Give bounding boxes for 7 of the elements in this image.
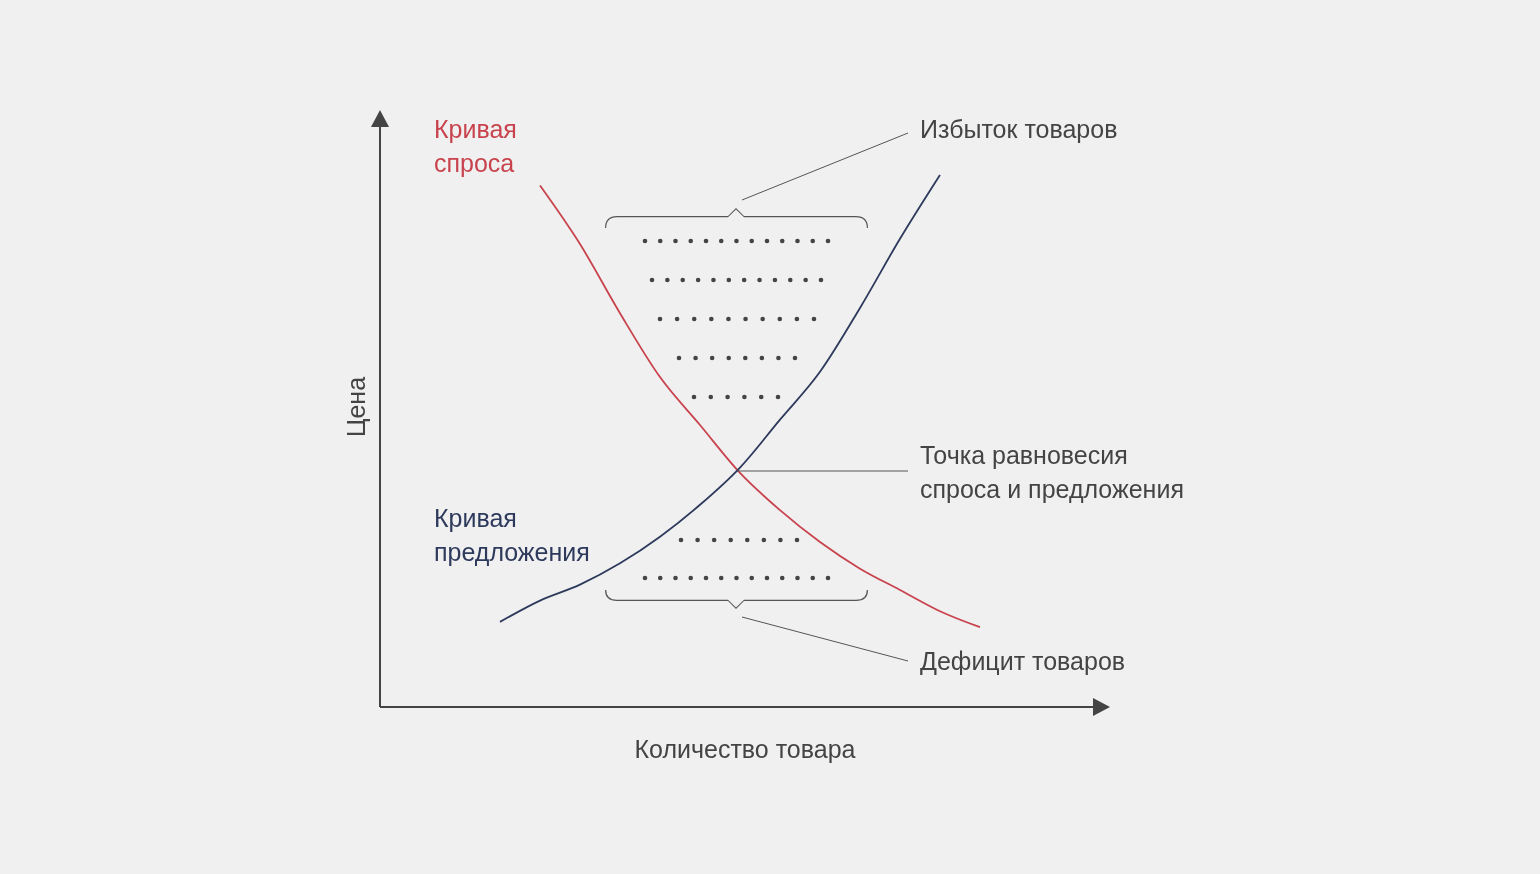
text: Избыток товаров (920, 114, 1119, 145)
annotation: Дефицит товаров (920, 646, 1127, 677)
series-label: Кривая предложения (434, 503, 591, 568)
y-axis-title: Цена (341, 376, 371, 438)
x-axis-title: Количество товара (633, 735, 857, 764)
annotation: Точка равновесия спроса и предложения (920, 440, 1185, 505)
series-label: Кривая спроса (434, 114, 518, 179)
